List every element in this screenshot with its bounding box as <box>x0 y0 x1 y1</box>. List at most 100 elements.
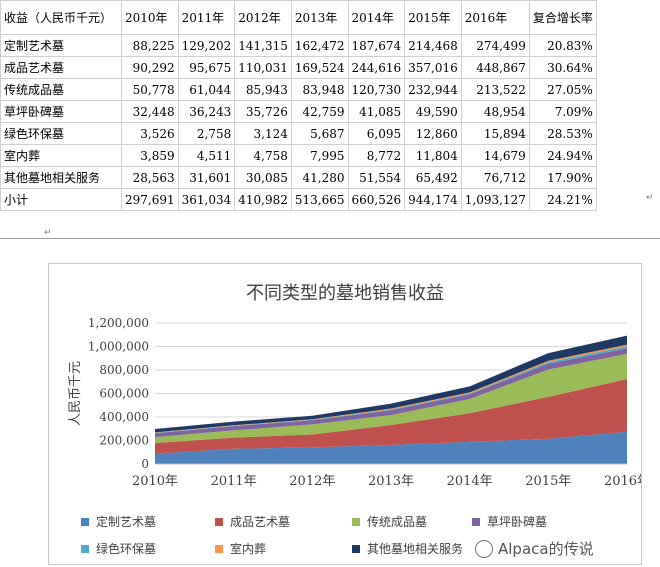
legend-label: 定制艺术墓 <box>96 515 157 529</box>
x-tick-label: 2015年 <box>525 474 571 489</box>
value-cell: 6,095 <box>347 122 406 145</box>
value-cell: 12,860 <box>404 122 462 145</box>
value-cell: 8,772 <box>347 144 406 167</box>
value-cell: 660,526 <box>347 188 406 211</box>
value-cell: 944,174 <box>404 188 462 211</box>
legend-item: 成品艺术墓 <box>215 513 290 530</box>
value-cell: 2,758 <box>177 122 236 145</box>
cagr-cell: 24.21% <box>528 188 597 211</box>
value-cell: 95,675 <box>177 56 236 79</box>
row-label-cell: 成品艺术墓 <box>0 56 122 79</box>
table-row: 绿色环保墓 3,526 2,758 3,124 5,687 6,095 12,860 15,8… <box>0 122 597 145</box>
area-series <box>155 353 627 443</box>
row-label-cell: 定制艺术墓 <box>0 34 122 57</box>
value-cell: 110,031 <box>234 56 292 79</box>
cagr-cell: 20.83% <box>528 34 597 57</box>
value-cell: 50,778 <box>121 78 179 101</box>
value-cell: 15,894 <box>460 122 530 145</box>
header-cell: 2015年 <box>404 0 462 35</box>
cagr-cell: 28.53% <box>528 122 597 145</box>
value-cell: 187,674 <box>347 34 406 57</box>
table-header-row: 收益（人民币千元） 2010年 2011年 2012年 2013年 2014年 2015年 2… <box>0 0 597 35</box>
value-cell: 162,472 <box>290 34 349 57</box>
value-cell: 244,616 <box>347 56 406 79</box>
header-cell: 2014年 <box>347 0 406 35</box>
cagr-cell: 27.05% <box>528 78 597 101</box>
value-cell: 7,995 <box>290 144 349 167</box>
y-tick-label: 200,000 <box>99 434 149 448</box>
header-cell: 复合增长率 <box>528 0 597 35</box>
value-cell: 83,948 <box>290 78 349 101</box>
value-cell: 214,468 <box>404 34 462 57</box>
y-tick-label: 1,200,000 <box>88 316 149 330</box>
legend-item: 定制艺术墓 <box>81 513 156 530</box>
value-cell: 448,867 <box>460 56 530 79</box>
row-label-cell: 传统成品墓 <box>0 78 122 101</box>
value-cell: 120,730 <box>347 78 406 101</box>
value-cell: 361,034 <box>177 188 236 211</box>
value-cell: 5,687 <box>290 122 349 145</box>
y-tick-label: 1,000,000 <box>88 340 149 354</box>
legend-swatch <box>352 517 360 526</box>
table-row: 传统成品墓 50,778 61,044 85,943 83,948 120,730 232,… <box>0 78 597 101</box>
area-series <box>155 379 627 454</box>
value-cell: 49,590 <box>404 100 462 123</box>
x-tick-label: 2011年 <box>211 474 257 489</box>
value-cell: 90,292 <box>121 56 179 79</box>
stacked-area-chart: 不同类型的墓地销售收益 0 200,000 400,000 600,000 800,000… <box>48 263 642 565</box>
value-cell: 274,499 <box>460 34 530 57</box>
row-label-cell: 室内葬 <box>0 144 122 167</box>
watermark: Alpaca的传说 <box>475 538 594 559</box>
cagr-cell: 24.94% <box>528 144 597 167</box>
value-cell: 3,526 <box>121 122 179 145</box>
value-cell: 32,448 <box>121 100 179 123</box>
value-cell: 169,524 <box>290 56 349 79</box>
legend-label: 传统成品墓 <box>367 515 428 529</box>
header-cell: 2010年 <box>121 0 179 35</box>
value-cell: 85,943 <box>234 78 292 101</box>
cagr-cell: 17.90% <box>528 166 597 189</box>
cagr-cell: 30.64% <box>528 56 597 79</box>
legend-item: 绿色环保墓 <box>81 540 156 557</box>
table-row: 室内葬 3,859 4,511 4,758 7,995 8,772 11,804 14,679… <box>0 144 597 167</box>
revenue-table: 收益（人民币千元） 2010年 2011年 2012年 2013年 2014年 2015年 2… <box>0 0 597 211</box>
table-row: 成品艺术墓 90,292 95,675 110,031 169,524 244,616 35… <box>0 56 597 79</box>
x-tick-label: 2014年 <box>447 474 493 489</box>
value-cell: 129,202 <box>177 34 236 57</box>
row-label-cell: 绿色环保墓 <box>0 122 122 145</box>
legend-item: 传统成品墓 <box>352 513 427 530</box>
watermark-text: Alpaca的传说 <box>498 540 594 558</box>
value-cell: 36,243 <box>177 100 236 123</box>
legend-swatch <box>352 544 360 553</box>
area-series <box>155 431 627 464</box>
value-cell: 35,726 <box>234 100 292 123</box>
legend-swatch <box>81 544 89 553</box>
row-label-cell: 小计 <box>0 188 122 211</box>
value-cell: 28,563 <box>121 166 179 189</box>
value-cell: 48,954 <box>460 100 530 123</box>
value-cell: 41,085 <box>347 100 406 123</box>
value-cell: 141,315 <box>234 34 292 57</box>
page-divider <box>0 238 660 239</box>
value-cell: 1,093,127 <box>460 188 530 211</box>
value-cell: 213,522 <box>460 78 530 101</box>
value-cell: 513,665 <box>290 188 349 211</box>
value-cell: 410,982 <box>234 188 292 211</box>
value-cell: 4,758 <box>234 144 292 167</box>
legend-label: 其他墓地相关服务 <box>367 542 464 556</box>
table-row: 其他墓地相关服务 28,563 31,601 30,085 41,280 51,554 65… <box>0 166 597 189</box>
header-cell: 2013年 <box>290 0 349 35</box>
legend-item: 其他墓地相关服务 <box>352 540 463 557</box>
paragraph-mark: ↵ <box>646 193 654 203</box>
value-cell: 51,554 <box>347 166 406 189</box>
row-label-cell: 其他墓地相关服务 <box>0 166 122 189</box>
legend-swatch <box>215 517 223 526</box>
cagr-cell: 7.09% <box>528 100 597 123</box>
legend-swatch <box>215 544 223 553</box>
value-cell: 41,280 <box>290 166 349 189</box>
x-tick-label: 2010年 <box>132 474 178 489</box>
legend-label: 草坪卧碑墓 <box>487 515 548 529</box>
value-cell: 61,044 <box>177 78 236 101</box>
row-label-cell: 草坪卧碑墓 <box>0 100 122 123</box>
table-row: 小计 297,691 361,034 410,982 513,665 660,526 944… <box>0 188 597 211</box>
